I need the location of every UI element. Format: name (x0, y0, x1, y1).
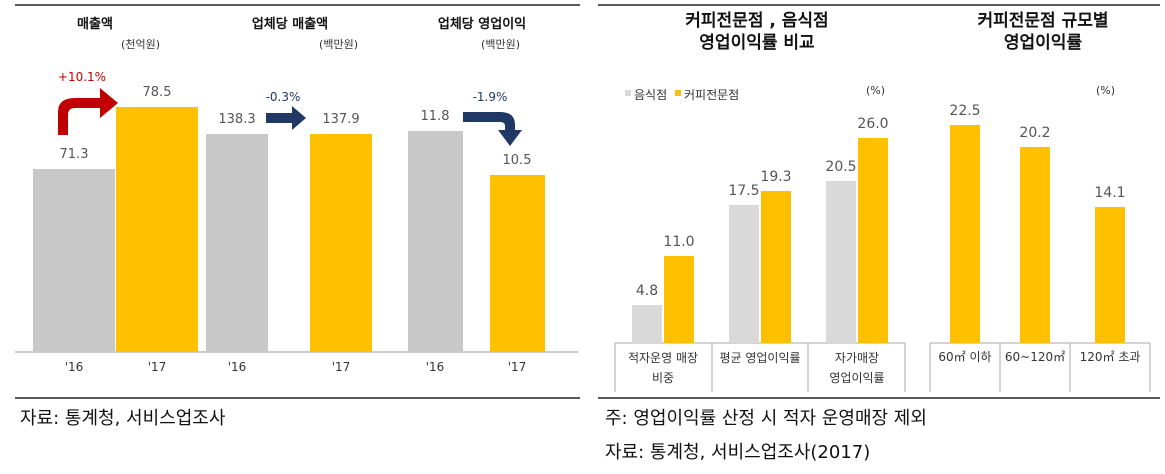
bar (950, 125, 980, 343)
x-tick-label: '16 (227, 360, 247, 374)
annotation: -1.9% (472, 90, 508, 104)
value-label: 10.5 (502, 153, 532, 169)
arrow (266, 106, 306, 130)
bar (33, 169, 115, 352)
x-tick-label: '16 (425, 360, 445, 374)
chart-title: 업체당 매출액 (251, 17, 329, 32)
x-tick-label: 60㎡ 이하 (938, 350, 992, 364)
value-label: 78.5 (142, 85, 172, 101)
annotation: -0.3% (265, 90, 301, 104)
x-tick-label: '17 (331, 360, 351, 374)
value-label: 26.0 (857, 115, 889, 132)
unit-label: (천억원) (121, 38, 160, 51)
x-tick-label: '16 (64, 360, 84, 374)
legend-swatch (625, 90, 631, 96)
bar (761, 190, 791, 343)
value-label: 20.5 (825, 159, 857, 176)
value-label: 19.3 (760, 168, 792, 185)
value-label: 4.8 (635, 283, 659, 300)
bar (489, 175, 545, 352)
value-label: 11.8 (420, 109, 450, 125)
chart-title: 업체당 영업이익 (437, 17, 527, 32)
value-label: 17.5 (728, 182, 760, 199)
bar (1020, 147, 1050, 343)
chart-title: 매출액 (77, 17, 113, 32)
source: 자료: 통계청, 서비스업조사(2017) (605, 442, 871, 463)
value-label: 71.3 (59, 147, 89, 163)
axis-frame (614, 342, 1151, 392)
bar (1095, 206, 1125, 343)
bar (407, 131, 463, 352)
source: 자료: 통계청, 서비스업조사 (20, 408, 226, 429)
bar (632, 305, 662, 343)
x-tick-label: 평균 영업이익률 (719, 351, 801, 365)
x-tick-label: '17 (507, 360, 527, 374)
value-label: 20.2 (1019, 125, 1051, 142)
value-label: 14.1 (1094, 184, 1126, 201)
x-tick-label: '17 (147, 360, 167, 374)
x-tick-label: 자가매장 영업이익률 (829, 351, 885, 385)
value-label: 22.5 (949, 103, 981, 120)
legend-swatch (675, 90, 681, 96)
legend-label: 음식점 (634, 88, 668, 102)
unit-label: (%) (1095, 84, 1115, 97)
bar (826, 181, 856, 343)
bar (729, 204, 759, 343)
bar (858, 137, 888, 343)
unit-label: (백만원) (319, 38, 358, 51)
bar (664, 256, 694, 343)
unit-label: (%) (865, 84, 885, 97)
x-tick-label: 적자운영 매장 비중 (627, 351, 699, 385)
x-tick-label: 60~120㎡ (1004, 350, 1066, 364)
x-tick-label: 120㎡ 초과 (1079, 350, 1141, 364)
value-label: 138.3 (218, 111, 256, 127)
value-label: 137.9 (322, 112, 360, 128)
value-label: 11.0 (663, 234, 695, 251)
chart-title: 커피전문점 , 음식점 영업이익률 비교 (685, 11, 829, 53)
arrow (58, 88, 118, 135)
bar (206, 133, 268, 352)
bar (116, 107, 198, 352)
legend-label: 커피전문점 (684, 88, 740, 102)
note: 주: 영업이익률 산정 시 적자 운영매장 제외 (605, 408, 927, 429)
chart-title: 커피전문점 규모별 영업이익률 (977, 11, 1109, 53)
annotation: +10.1% (57, 70, 107, 84)
unit-label: (백만원) (481, 38, 520, 51)
bar (310, 134, 372, 352)
arrow (463, 112, 522, 146)
